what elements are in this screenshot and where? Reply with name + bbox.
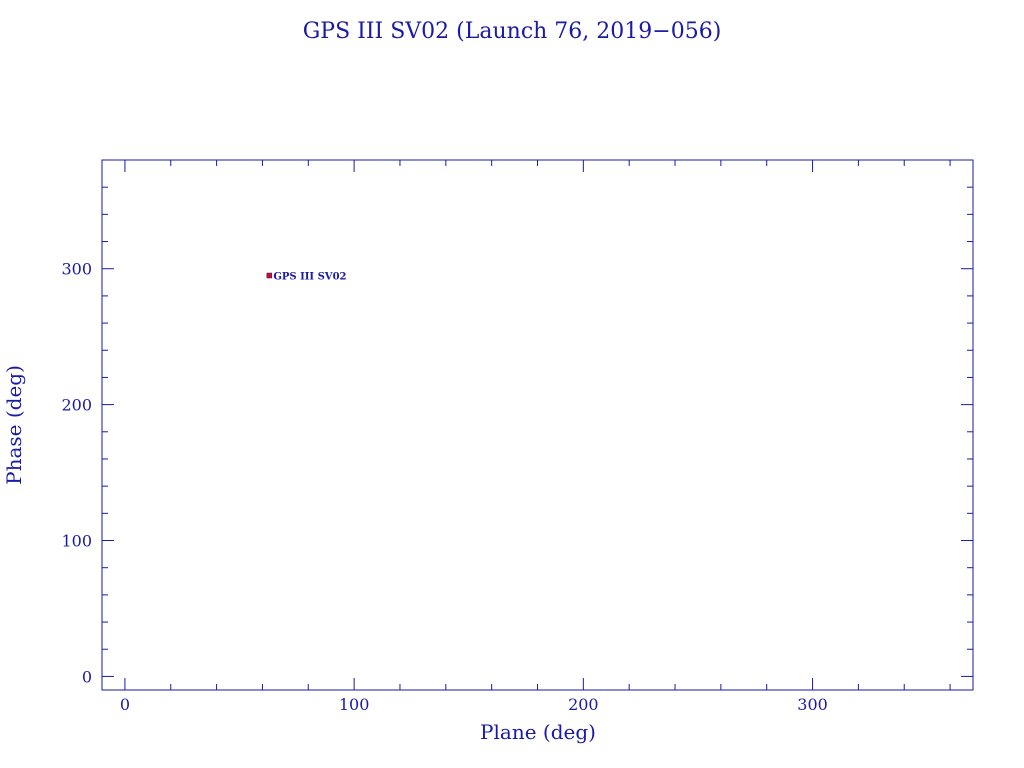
y-tick-label: 100 xyxy=(61,532,92,551)
tick-labels: 0 100 200 300 0 100 200 300 xyxy=(61,260,827,714)
x-axis-label: Plane (deg) xyxy=(480,720,596,744)
data-point-marker xyxy=(266,272,273,279)
y-tick-label: 0 xyxy=(82,667,92,686)
x-tick-label: 200 xyxy=(568,695,599,714)
plot-frame xyxy=(101,159,974,691)
y-tick-label: 200 xyxy=(61,396,92,415)
data-point-label: GPS III SV02 xyxy=(273,272,346,283)
x-tick-label: 300 xyxy=(797,695,828,714)
y-axis-label: Phase (deg) xyxy=(2,365,26,485)
x-tick-label: 0 xyxy=(120,695,130,714)
y-tick-label: 300 xyxy=(61,260,92,279)
chart-title: GPS III SV02 (Launch 76, 2019−056) xyxy=(303,19,722,44)
axis-ticks xyxy=(102,159,973,690)
x-tick-label: 100 xyxy=(339,695,370,714)
data-points: GPS III SV02 xyxy=(266,272,347,283)
